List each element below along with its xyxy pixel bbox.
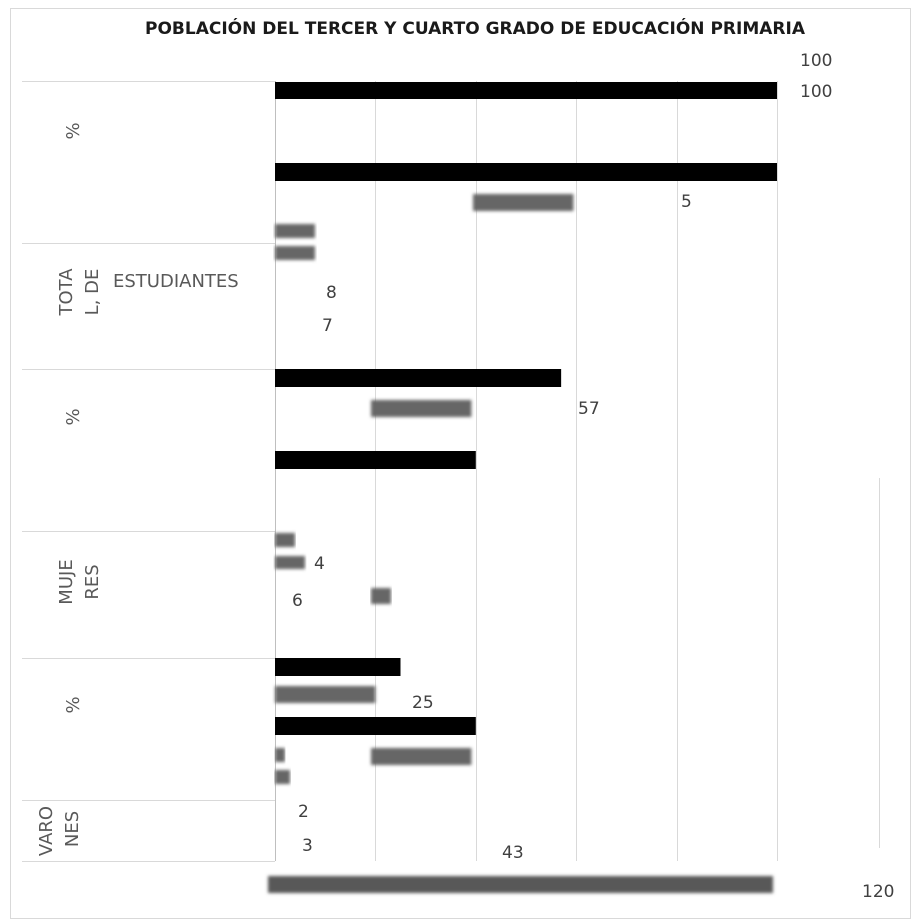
bar [473,194,574,211]
bar [275,717,476,735]
data-label: 100 [800,82,832,102]
data-labels: 100 100 5 8 7 57 4 6 25 2 3 43 120 [292,51,894,902]
category-label-pct-mujeres: % [63,408,84,425]
category-label-total-line1: TOTA [56,268,77,317]
bar [371,400,472,417]
bar [275,246,315,260]
bar [275,224,315,238]
data-label: 120 [862,882,894,902]
chart-border [10,8,911,919]
data-label: 4 [314,554,325,574]
data-label: 100 [800,51,832,71]
data-label: 3 [302,836,313,856]
data-label: 7 [322,316,333,336]
bar [275,556,305,569]
category-label-total-line3: ESTUDIANTES [113,271,239,292]
bar [275,658,401,676]
category-label-varones-line1: VARO [36,806,57,856]
category-label-pct-varones: % [63,696,84,713]
bar [275,451,476,469]
category-labels: % TOTA L, DE ESTUDIANTES % MUJE RES % VA… [36,122,239,856]
data-label: 2 [298,802,309,822]
data-label: 57 [578,399,600,419]
category-label-pct-total: % [63,122,84,139]
bar [275,533,295,547]
bar [275,369,562,387]
bar [275,770,290,784]
category-label-varones-line2: NES [62,811,83,847]
category-separators [22,81,880,862]
data-label: 6 [292,591,303,611]
bar [371,748,472,765]
chart-title: POBLACIÓN DEL TERCER Y CUARTO GRADO DE E… [145,17,806,39]
bar [275,686,376,703]
data-label: 43 [502,843,524,863]
category-label-total-line2: L, DE [82,269,103,316]
data-label: 5 [681,192,692,212]
category-label-mujeres-line2: RES [82,564,103,599]
bar [275,82,777,99]
category-label-mujeres-line1: MUJE [56,559,77,604]
bar [275,163,777,181]
data-label: 8 [326,283,337,303]
bar [275,748,285,762]
blurred-axis-bar [268,876,773,893]
data-label: 25 [412,693,434,713]
bar [371,588,391,604]
